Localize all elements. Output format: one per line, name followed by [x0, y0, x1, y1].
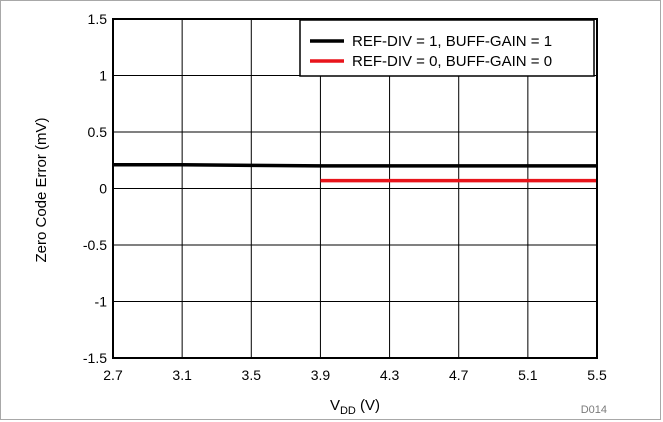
figure-id-label: D014 [581, 404, 607, 416]
y-tick-label: 0.5 [88, 124, 108, 140]
x-tick-label: 2.7 [103, 367, 123, 383]
legend-label-series-1: REF-DIV = 1, BUFF-GAIN = 1 [352, 33, 552, 50]
y-axis-label: Zero Code Error (mV) [33, 117, 50, 262]
y-tick-label: 0 [99, 181, 107, 197]
legend: REF-DIV = 1, BUFF-GAIN = 1 REF-DIV = 0, … [299, 19, 595, 77]
x-tick-label: 5.1 [518, 367, 538, 383]
x-tick-label: 4.7 [449, 367, 469, 383]
series-line-1 [113, 163, 597, 168]
x-tick-label: 3.9 [311, 367, 331, 383]
y-tick-label: -1 [95, 294, 108, 310]
series-group [113, 163, 597, 183]
legend-label-series-2: REF-DIV = 0, BUFF-GAIN = 0 [352, 53, 552, 70]
x-tick-label: 3.1 [172, 367, 192, 383]
x-tick-label: 4.3 [380, 367, 400, 383]
x-tick-labels: 2.7 3.1 3.5 3.9 4.3 4.7 5.1 5.5 [103, 367, 607, 383]
x-axis-label: VDD (V) [330, 397, 380, 417]
x-tick-label: 5.5 [587, 367, 607, 383]
plot-area-border [112, 18, 598, 359]
y-tick-label: 1 [99, 68, 107, 84]
y-tick-label: -1.5 [83, 350, 107, 366]
x-tick-label: 3.5 [242, 367, 262, 383]
legend-box [299, 19, 595, 77]
y-tick-labels: -1.5 -1 -0.5 0 0.5 1 1.5 [83, 11, 107, 366]
y-tick-label: 1.5 [88, 11, 108, 27]
y-tick-label: -0.5 [83, 237, 107, 253]
